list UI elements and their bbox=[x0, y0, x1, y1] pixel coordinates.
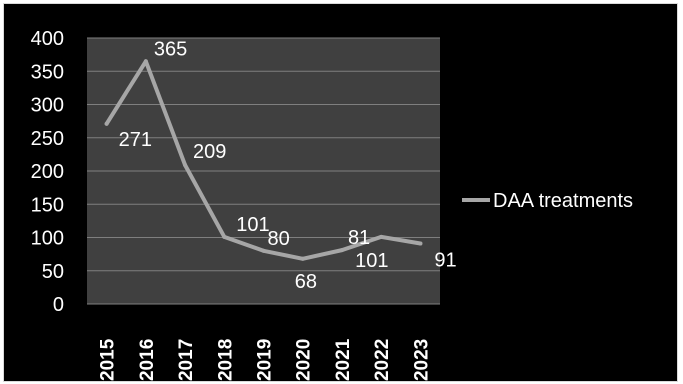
x-tick-label: 2015 bbox=[98, 338, 119, 381]
x-tick-label: 2023 bbox=[411, 339, 432, 381]
data-label: 271 bbox=[119, 129, 152, 151]
data-label: 101 bbox=[236, 214, 269, 236]
series-lines bbox=[104, 59, 423, 261]
data-label: 68 bbox=[295, 271, 317, 293]
x-tick-label: 2022 bbox=[372, 339, 393, 381]
x-tick-label: 2017 bbox=[176, 339, 197, 381]
x-tick-label: 2019 bbox=[255, 339, 276, 381]
data-point bbox=[261, 248, 266, 253]
data-point bbox=[222, 234, 227, 239]
x-tick-label: 2016 bbox=[137, 339, 158, 381]
y-tick-label: 250 bbox=[31, 128, 64, 150]
x-tick-label: 2018 bbox=[215, 339, 236, 381]
y-tick-label: 400 bbox=[31, 28, 64, 50]
y-tick-label: 50 bbox=[42, 261, 64, 283]
y-tick-label: 200 bbox=[31, 161, 64, 183]
data-point bbox=[183, 163, 188, 168]
data-label: 209 bbox=[193, 141, 226, 163]
y-tick-label: 100 bbox=[31, 228, 64, 250]
gridlines bbox=[87, 37, 440, 305]
data-point bbox=[143, 59, 148, 64]
y-tick-label: 150 bbox=[31, 194, 64, 216]
x-axis-ticks: 2015 2016 2017 2018 2019 2020 2021 2022 2023 bbox=[98, 338, 433, 381]
data-point bbox=[379, 234, 384, 239]
legend-label-daa-treatments: DAA treatments bbox=[493, 190, 633, 212]
data-label: 81 bbox=[348, 227, 370, 249]
data-label: 80 bbox=[268, 228, 290, 250]
y-tick-label: 350 bbox=[31, 61, 64, 83]
legend: DAA treatments bbox=[462, 190, 633, 212]
data-label: 101 bbox=[355, 250, 388, 272]
data-label: 365 bbox=[154, 38, 187, 60]
data-point bbox=[104, 121, 109, 126]
data-point bbox=[339, 248, 344, 253]
x-tick-label: 2021 bbox=[333, 338, 354, 381]
y-axis-ticks: 0 50 100 150 200 250 300 350 400 bbox=[31, 28, 64, 316]
data-point bbox=[300, 256, 305, 261]
data-point bbox=[418, 241, 423, 246]
y-tick-label: 300 bbox=[31, 95, 64, 117]
data-label: 91 bbox=[434, 249, 456, 271]
x-tick-label: 2020 bbox=[294, 339, 315, 381]
y-tick-label: 0 bbox=[53, 294, 64, 316]
